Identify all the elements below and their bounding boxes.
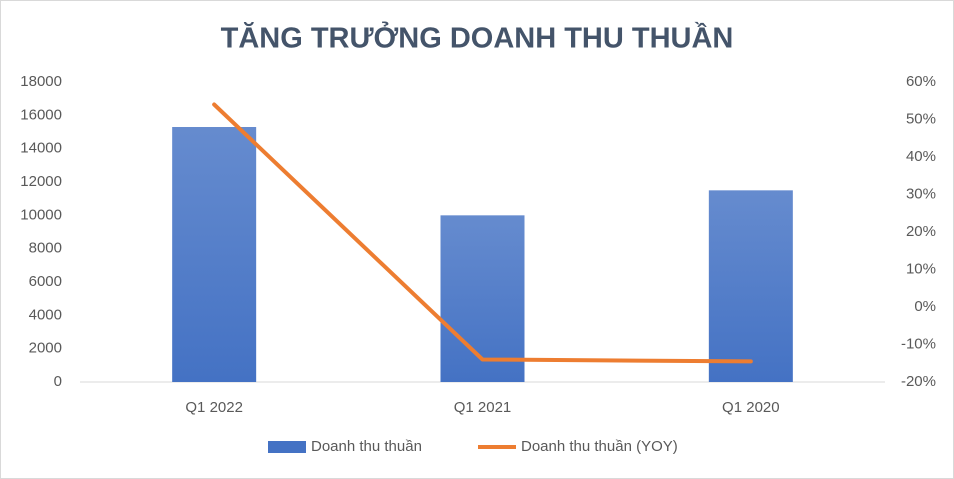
y2-tick-label: 60% <box>906 73 936 90</box>
legend-label: Doanh thu thuần <box>311 438 422 455</box>
x-tick-label: Q1 2021 <box>454 399 512 416</box>
y2-tick-label: 20% <box>906 223 936 240</box>
x-tick-label: Q1 2020 <box>722 399 780 416</box>
y-tick-label: 10000 <box>20 206 62 223</box>
legend-label: Doanh thu thuần (YOY) <box>521 438 678 455</box>
chart-title: TĂNG TRƯỞNG DOANH THU THUẦN <box>221 21 734 55</box>
y-tick-label: 12000 <box>20 173 62 190</box>
y2-tick-label: 40% <box>906 148 936 165</box>
y2-tick-label: 0% <box>914 298 936 315</box>
y-tick-label: 6000 <box>29 273 62 290</box>
bar <box>708 190 793 382</box>
y-tick-label: 14000 <box>20 140 62 157</box>
y2-tick-label: -20% <box>901 373 936 390</box>
legend-swatch <box>268 441 306 453</box>
y-tick-label: 4000 <box>29 306 62 323</box>
bar <box>172 127 257 382</box>
bar <box>440 215 525 382</box>
y2-tick-label: -10% <box>901 335 936 352</box>
y2-tick-label: 50% <box>906 110 936 127</box>
y-tick-label: 18000 <box>20 73 62 90</box>
y-tick-label: 2000 <box>29 340 62 357</box>
y2-tick-label: 30% <box>906 185 936 202</box>
y-tick-label: 8000 <box>29 240 62 257</box>
x-tick-label: Q1 2022 <box>185 399 243 416</box>
y-tick-label: 16000 <box>20 106 62 123</box>
y-tick-label: 0 <box>54 373 62 390</box>
line <box>212 102 753 364</box>
y2-tick-label: 10% <box>906 260 936 277</box>
